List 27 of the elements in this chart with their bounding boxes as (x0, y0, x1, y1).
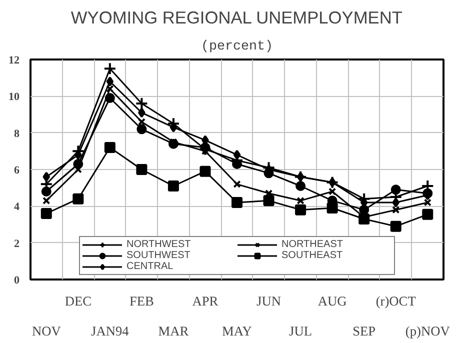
y-tick-label: 8 (14, 128, 20, 140)
legend-label: SOUTHWEST (126, 250, 192, 261)
x-tick-label: MAY (222, 324, 252, 338)
legend-label: NORTHWEST (126, 239, 192, 250)
x-tick-label: MAR (158, 324, 189, 338)
y-tick-label: 6 (14, 164, 20, 176)
x-tick-label: JUL (289, 324, 312, 338)
legend-label: NORTHEAST (282, 239, 344, 250)
legend-label: SOUTHEAST (282, 250, 344, 261)
y-tick-label: 10 (8, 91, 20, 104)
x-tick-label: (p)NOV (405, 324, 450, 338)
legend-label: CENTRAL (126, 261, 174, 272)
x-tick-label: (r)OCT (376, 294, 416, 308)
chart-title: WYOMING REGIONAL UNEMPLOYMENT (70, 8, 403, 28)
x-tick-label: DEC (64, 294, 92, 308)
x-tick-label: NOV (32, 324, 62, 338)
x-tick-label: APR (192, 294, 218, 308)
x-tick-label: FEB (129, 294, 154, 308)
x-tick-label: SEP (352, 324, 376, 338)
y-tick-label: 12 (8, 54, 20, 66)
y-tick-label: 0 (14, 274, 20, 286)
x-tick-label: JAN94 (91, 324, 130, 338)
y-tick-label: 2 (14, 238, 20, 250)
y-tick-label: 4 (14, 201, 20, 214)
x-tick-label: AUG (318, 294, 348, 308)
x-tick-label: JUN (256, 294, 282, 308)
chart-subtitle: (percent) (201, 40, 273, 54)
